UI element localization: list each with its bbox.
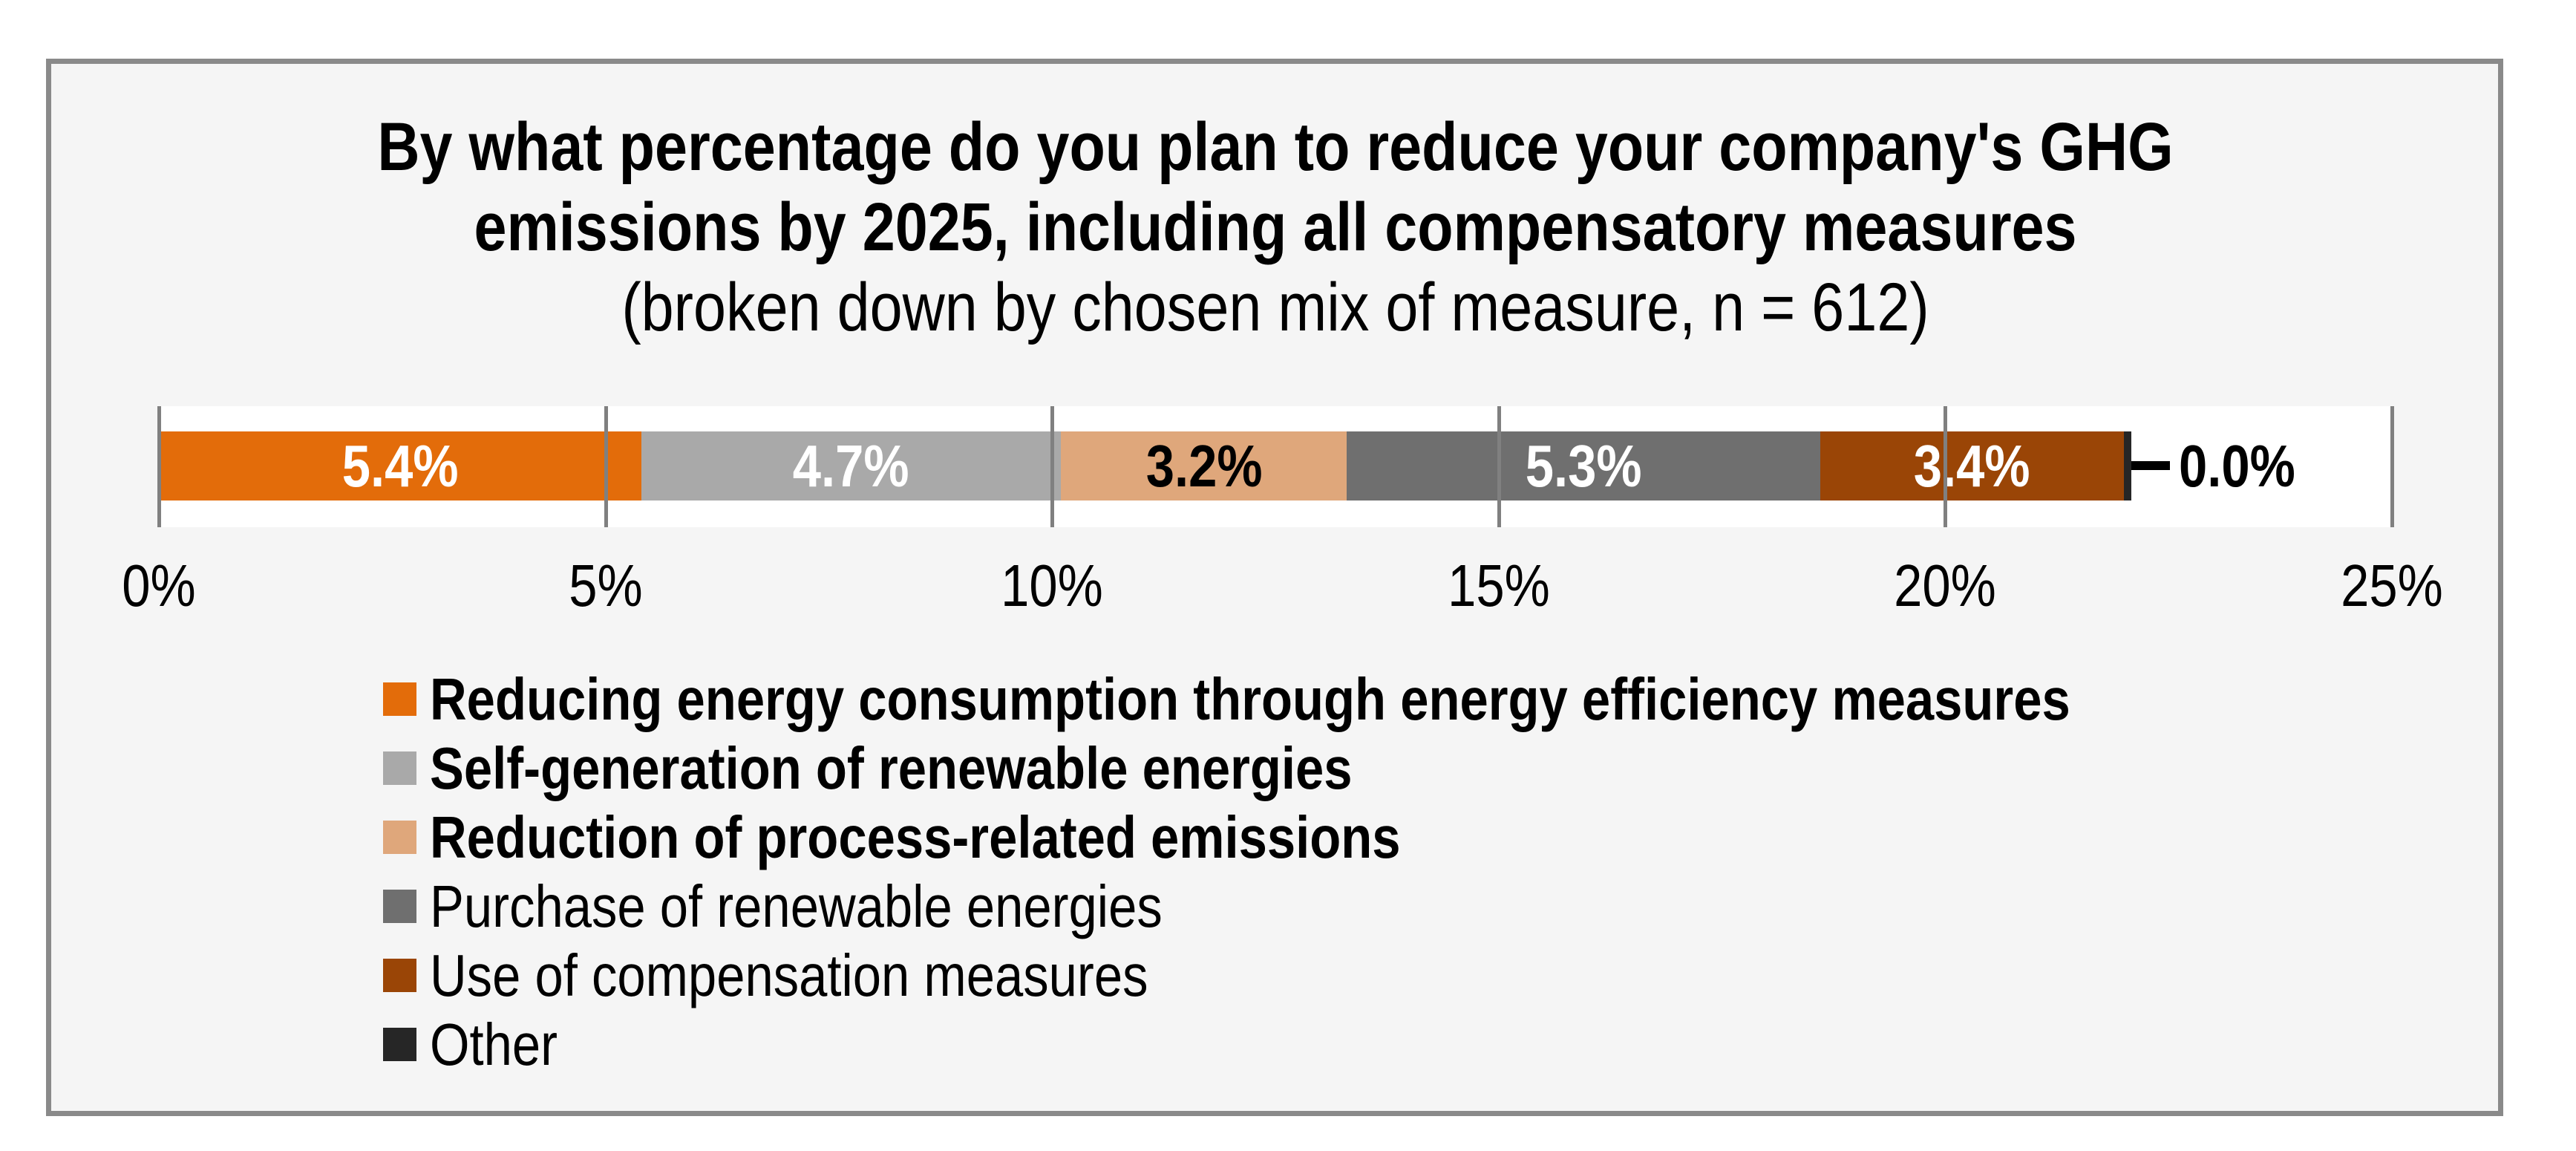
zero-leader-line bbox=[2131, 461, 2170, 470]
x-tick-label: 10% bbox=[1001, 552, 1103, 619]
legend-item: Use of compensation measures bbox=[383, 941, 2337, 1010]
bar-segment-label: 3.4% bbox=[1914, 432, 2030, 499]
bar-segment-label: 3.2% bbox=[1145, 432, 1263, 499]
bar-segment-label: 5.3% bbox=[1525, 432, 1642, 499]
bar-segment-4: 5.3% bbox=[1347, 431, 1820, 500]
bar-segment-label: 5.4% bbox=[341, 432, 459, 499]
gridline bbox=[2390, 406, 2394, 527]
x-tick-label: 0% bbox=[122, 552, 196, 619]
plot-area: 5.4% 4.7% 3.2% 5.3% 3.4% 0.0% bbox=[157, 406, 2394, 527]
gridline bbox=[1497, 406, 1501, 527]
gridline bbox=[157, 406, 161, 527]
legend-label: Reduction of process-related emissions bbox=[430, 803, 1401, 870]
legend-label: Use of compensation measures bbox=[430, 942, 1148, 1008]
legend-swatch bbox=[383, 890, 416, 923]
x-tick-label: 15% bbox=[1448, 552, 1550, 619]
bar-segment-5: 3.4% bbox=[1820, 431, 2124, 500]
legend-item: Self-generation of renewable energies bbox=[383, 734, 2337, 803]
legend-item: Reducing energy consumption through ener… bbox=[383, 665, 2337, 734]
bar-segment-zero-sliver bbox=[2123, 431, 2131, 500]
x-tick-label: 25% bbox=[2341, 552, 2443, 619]
zero-value-label: 0.0% bbox=[2179, 431, 2314, 500]
bar-segment-label: 4.7% bbox=[793, 432, 909, 499]
gridline bbox=[1050, 406, 1054, 527]
bar-segment-2: 4.7% bbox=[641, 431, 1062, 500]
stacked-bar: 5.4% 4.7% 3.2% 5.3% 3.4% 0.0% bbox=[159, 431, 2392, 500]
legend-item: Reduction of process-related emissions bbox=[383, 803, 2337, 872]
zero-value-label-text: 0.0% bbox=[2179, 432, 2295, 499]
gridline bbox=[1944, 406, 1947, 527]
bar-segment-3: 3.2% bbox=[1061, 431, 1347, 500]
chart-subtitle: (broken down by chosen mix of measure, n… bbox=[621, 270, 1929, 345]
legend-swatch bbox=[383, 751, 416, 785]
legend-label: Reducing energy consumption through ener… bbox=[430, 665, 2070, 732]
legend: Reducing energy consumption through ener… bbox=[383, 665, 2337, 1079]
x-tick-label: 5% bbox=[569, 552, 643, 619]
chart-title-block: By what percentage do you plan to reduce… bbox=[159, 107, 2392, 348]
legend-swatch bbox=[383, 682, 416, 716]
legend-label: Purchase of renewable energies bbox=[430, 873, 1163, 939]
chart-title-line1: By what percentage do you plan to reduce… bbox=[377, 109, 2174, 185]
legend-swatch bbox=[383, 821, 416, 854]
x-tick-label: 20% bbox=[1894, 552, 1996, 619]
legend-label: Self-generation of renewable energies bbox=[430, 734, 1353, 801]
legend-label: Other bbox=[430, 1011, 558, 1077]
legend-item: Purchase of renewable energies bbox=[383, 872, 2337, 941]
chart-frame: By what percentage do you plan to reduce… bbox=[46, 59, 2503, 1116]
legend-item: Other bbox=[383, 1010, 2337, 1079]
legend-swatch bbox=[383, 1028, 416, 1061]
chart-title-line2: emissions by 2025, including all compens… bbox=[474, 189, 2077, 265]
gridline bbox=[604, 406, 608, 527]
legend-swatch bbox=[383, 959, 416, 992]
bar-segment-1: 5.4% bbox=[159, 431, 641, 500]
